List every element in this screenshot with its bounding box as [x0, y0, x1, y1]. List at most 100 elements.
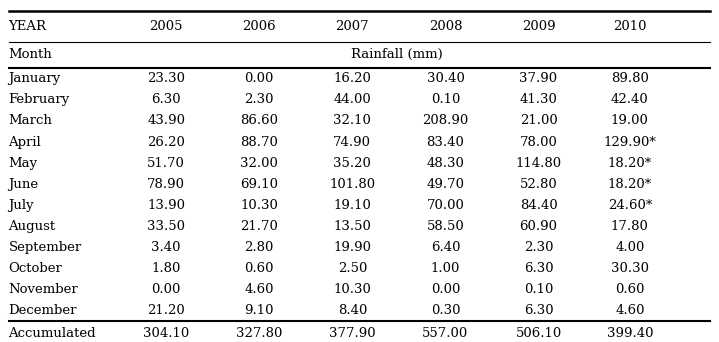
- Text: 2010: 2010: [613, 20, 646, 33]
- Text: 0.60: 0.60: [244, 262, 274, 275]
- Text: 6.30: 6.30: [151, 93, 181, 106]
- Text: 10.30: 10.30: [240, 199, 278, 212]
- Text: 6.40: 6.40: [431, 241, 460, 254]
- Text: Rainfall (mm): Rainfall (mm): [351, 49, 443, 62]
- Text: 1.00: 1.00: [431, 262, 460, 275]
- Text: 83.40: 83.40: [426, 135, 464, 148]
- Text: 8.40: 8.40: [338, 304, 367, 317]
- Text: 6.30: 6.30: [523, 262, 554, 275]
- Text: 43.90: 43.90: [147, 115, 185, 128]
- Text: 2.30: 2.30: [244, 93, 274, 106]
- Text: May: May: [9, 157, 37, 170]
- Text: 0.00: 0.00: [431, 283, 460, 296]
- Text: 44.00: 44.00: [334, 93, 371, 106]
- Text: 69.10: 69.10: [240, 177, 278, 190]
- Text: 23.30: 23.30: [147, 72, 185, 85]
- Text: 557.00: 557.00: [422, 327, 469, 340]
- Text: 0.60: 0.60: [615, 283, 645, 296]
- Text: 399.40: 399.40: [607, 327, 653, 340]
- Text: 2.50: 2.50: [338, 262, 367, 275]
- Text: 6.30: 6.30: [523, 304, 554, 317]
- Text: 78.00: 78.00: [520, 135, 557, 148]
- Text: 0.00: 0.00: [152, 283, 180, 296]
- Text: 2.30: 2.30: [524, 241, 554, 254]
- Text: 19.10: 19.10: [334, 199, 371, 212]
- Text: 4.60: 4.60: [615, 304, 645, 317]
- Text: 51.70: 51.70: [147, 157, 185, 170]
- Text: YEAR: YEAR: [9, 20, 47, 33]
- Text: December: December: [9, 304, 77, 317]
- Text: 21.00: 21.00: [520, 115, 557, 128]
- Text: 49.70: 49.70: [426, 177, 464, 190]
- Text: 78.90: 78.90: [147, 177, 185, 190]
- Text: 4.00: 4.00: [615, 241, 644, 254]
- Text: 129.90*: 129.90*: [603, 135, 656, 148]
- Text: 42.40: 42.40: [611, 93, 649, 106]
- Text: 3.40: 3.40: [152, 241, 181, 254]
- Text: 0.10: 0.10: [431, 93, 460, 106]
- Text: 2.80: 2.80: [244, 241, 274, 254]
- Text: 327.80: 327.80: [236, 327, 283, 340]
- Text: 58.50: 58.50: [426, 220, 464, 233]
- Text: November: November: [9, 283, 78, 296]
- Text: 32.00: 32.00: [240, 157, 278, 170]
- Text: 13.90: 13.90: [147, 199, 185, 212]
- Text: March: March: [9, 115, 52, 128]
- Text: Accumulated: Accumulated: [9, 327, 96, 340]
- Text: 377.90: 377.90: [329, 327, 375, 340]
- Text: February: February: [9, 93, 70, 106]
- Text: 88.70: 88.70: [240, 135, 278, 148]
- Text: 32.10: 32.10: [334, 115, 371, 128]
- Text: 2005: 2005: [150, 20, 183, 33]
- Text: 506.10: 506.10: [516, 327, 562, 340]
- Text: 86.60: 86.60: [240, 115, 278, 128]
- Text: 101.80: 101.80: [329, 177, 375, 190]
- Text: 21.70: 21.70: [240, 220, 278, 233]
- Text: 0.10: 0.10: [524, 283, 553, 296]
- Text: 18.20*: 18.20*: [608, 177, 652, 190]
- Text: 30.40: 30.40: [426, 72, 464, 85]
- Text: 19.00: 19.00: [611, 115, 649, 128]
- Text: 37.90: 37.90: [520, 72, 558, 85]
- Text: 1.80: 1.80: [152, 262, 180, 275]
- Text: 0.00: 0.00: [244, 72, 274, 85]
- Text: August: August: [9, 220, 55, 233]
- Text: July: July: [9, 199, 35, 212]
- Text: 9.10: 9.10: [244, 304, 274, 317]
- Text: 60.90: 60.90: [520, 220, 557, 233]
- Text: 304.10: 304.10: [143, 327, 189, 340]
- Text: 52.80: 52.80: [520, 177, 557, 190]
- Text: 21.20: 21.20: [147, 304, 185, 317]
- Text: September: September: [9, 241, 82, 254]
- Text: 17.80: 17.80: [611, 220, 649, 233]
- Text: 0.30: 0.30: [431, 304, 460, 317]
- Text: 114.80: 114.80: [516, 157, 562, 170]
- Text: 30.30: 30.30: [611, 262, 649, 275]
- Text: 35.20: 35.20: [334, 157, 371, 170]
- Text: 10.30: 10.30: [334, 283, 371, 296]
- Text: 13.50: 13.50: [334, 220, 371, 233]
- Text: 2006: 2006: [242, 20, 276, 33]
- Text: 2009: 2009: [522, 20, 555, 33]
- Text: 208.90: 208.90: [422, 115, 469, 128]
- Text: 2007: 2007: [336, 20, 369, 33]
- Text: 26.20: 26.20: [147, 135, 185, 148]
- Text: October: October: [9, 262, 63, 275]
- Text: 2008: 2008: [429, 20, 462, 33]
- Text: 24.60*: 24.60*: [608, 199, 652, 212]
- Text: 4.60: 4.60: [244, 283, 274, 296]
- Text: 19.90: 19.90: [334, 241, 371, 254]
- Text: 16.20: 16.20: [334, 72, 371, 85]
- Text: 18.20*: 18.20*: [608, 157, 652, 170]
- Text: Month: Month: [9, 49, 52, 62]
- Text: 84.40: 84.40: [520, 199, 557, 212]
- Text: January: January: [9, 72, 61, 85]
- Text: June: June: [9, 177, 39, 190]
- Text: April: April: [9, 135, 41, 148]
- Text: 41.30: 41.30: [520, 93, 557, 106]
- Text: 48.30: 48.30: [426, 157, 464, 170]
- Text: 74.90: 74.90: [334, 135, 371, 148]
- Text: 89.80: 89.80: [611, 72, 649, 85]
- Text: 33.50: 33.50: [147, 220, 185, 233]
- Text: 70.00: 70.00: [426, 199, 464, 212]
